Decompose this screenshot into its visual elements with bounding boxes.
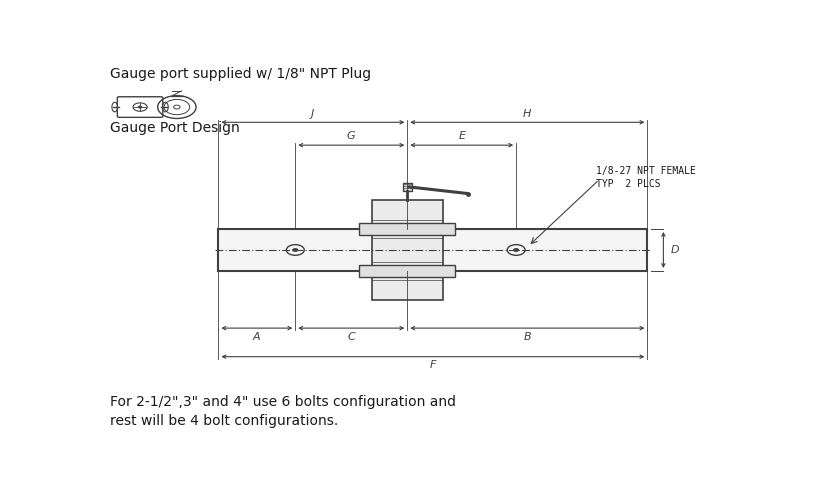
Text: C: C [348,332,355,342]
Text: Gauge port supplied w/ 1/8" NPT Plug: Gauge port supplied w/ 1/8" NPT Plug [110,67,371,81]
Circle shape [287,245,304,255]
Text: E: E [458,132,465,142]
Circle shape [292,248,298,251]
Text: For 2-1/2",3" and 4" use 6 bolts configuration and
rest will be 4 bolt configura: For 2-1/2",3" and 4" use 6 bolts configu… [110,395,456,428]
Circle shape [514,248,519,251]
Bar [372,200,443,299]
Text: B: B [524,332,531,342]
Circle shape [507,245,525,255]
Text: A: A [253,332,261,342]
Text: 1/8-27 NPT FEMALE: 1/8-27 NPT FEMALE [596,166,696,176]
Text: H: H [523,108,532,119]
Bar [359,265,455,277]
Text: G: G [347,132,356,142]
Text: TYP  2 PLCS: TYP 2 PLCS [596,179,661,189]
Text: F: F [430,360,436,370]
Text: Gauge Port Design: Gauge Port Design [110,121,240,135]
Circle shape [138,106,142,108]
Bar [403,183,412,191]
Text: D: D [671,245,680,255]
Text: J: J [311,108,315,119]
Bar [218,229,648,271]
Bar [359,223,455,235]
